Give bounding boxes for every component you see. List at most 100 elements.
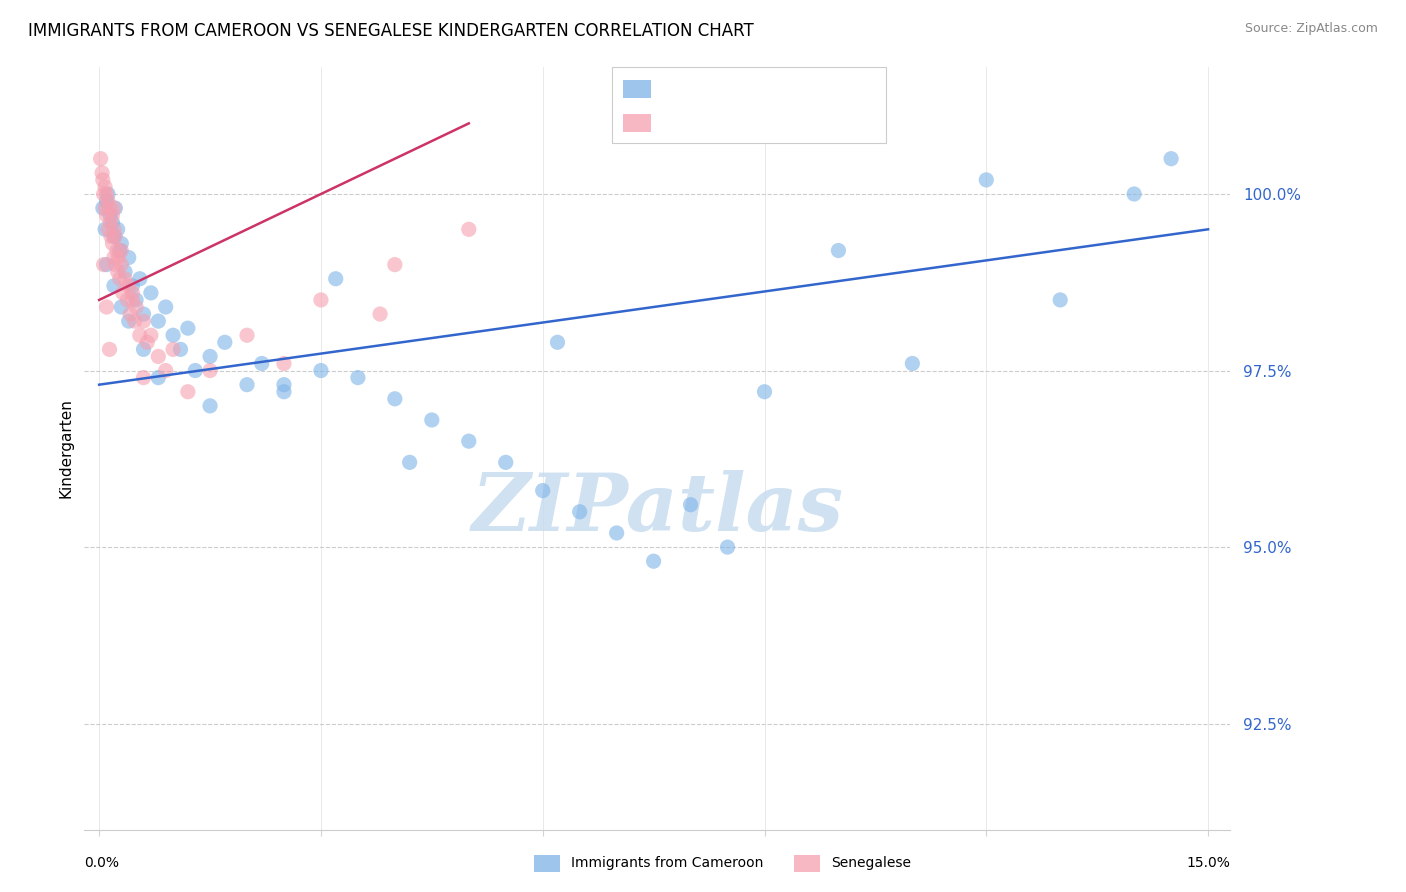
Point	[974, 173, 997, 187]
Point	[716, 540, 738, 554]
Point	[103, 278, 125, 293]
Point	[128, 328, 150, 343]
Point	[118, 251, 141, 265]
Point	[96, 187, 118, 202]
Point	[101, 236, 124, 251]
Point	[110, 236, 132, 251]
Point	[115, 293, 138, 307]
Point	[901, 357, 924, 371]
Point	[104, 201, 127, 215]
Text: N =: N =	[770, 114, 823, 132]
Point	[94, 180, 117, 194]
Point	[325, 272, 347, 286]
Point	[148, 314, 170, 328]
Text: Senegalese: Senegalese	[831, 856, 911, 871]
Point	[91, 166, 114, 180]
Point	[184, 363, 207, 377]
Text: 0.210: 0.210	[704, 80, 752, 98]
Point	[103, 222, 125, 236]
Point	[128, 272, 150, 286]
Point	[90, 152, 112, 166]
Point	[139, 285, 162, 300]
Point	[108, 244, 131, 258]
Point	[368, 307, 391, 321]
Point	[531, 483, 554, 498]
Point	[125, 300, 148, 314]
Point	[236, 328, 259, 343]
Y-axis label: Kindergarten: Kindergarten	[58, 399, 73, 498]
Point	[124, 314, 146, 328]
Point	[162, 343, 184, 357]
Point	[132, 314, 155, 328]
Point	[118, 314, 141, 328]
Point	[457, 434, 479, 449]
Point	[103, 229, 125, 244]
Point	[250, 357, 273, 371]
Point	[177, 321, 200, 335]
Point	[121, 278, 143, 293]
Point	[98, 215, 121, 229]
Point	[107, 222, 129, 236]
Point	[110, 300, 132, 314]
Point	[97, 194, 120, 208]
Point	[121, 293, 143, 307]
Point	[162, 328, 184, 343]
Point	[148, 350, 170, 364]
Point	[198, 363, 221, 377]
Text: N =: N =	[770, 80, 823, 98]
Text: Source: ZipAtlas.com: Source: ZipAtlas.com	[1244, 22, 1378, 36]
Point	[606, 526, 628, 541]
Point	[98, 343, 121, 357]
Point	[198, 350, 221, 364]
Point	[547, 335, 569, 350]
Point	[91, 173, 114, 187]
Point	[110, 244, 132, 258]
Point	[132, 307, 155, 321]
Point	[111, 285, 134, 300]
Point	[384, 258, 406, 272]
Point	[155, 363, 177, 377]
Point	[273, 384, 295, 399]
Point	[98, 208, 121, 222]
Point	[273, 377, 295, 392]
Point	[107, 251, 129, 265]
Text: 54: 54	[817, 114, 838, 132]
Point	[103, 251, 125, 265]
Text: 0.0%: 0.0%	[84, 856, 120, 870]
Text: 0.455: 0.455	[704, 114, 752, 132]
Point	[827, 244, 849, 258]
Point	[309, 363, 332, 377]
Point	[96, 300, 118, 314]
Text: IMMIGRANTS FROM CAMEROON VS SENEGALESE KINDERGARTEN CORRELATION CHART: IMMIGRANTS FROM CAMEROON VS SENEGALESE K…	[28, 22, 754, 40]
Point	[125, 293, 148, 307]
Point	[679, 498, 702, 512]
Point	[118, 278, 141, 293]
Text: R =: R =	[665, 114, 702, 132]
Point	[347, 370, 370, 384]
Point	[457, 222, 479, 236]
Point	[103, 201, 125, 215]
Point	[96, 208, 118, 222]
Point	[110, 258, 132, 272]
Point	[754, 384, 776, 399]
Text: R =: R =	[665, 80, 702, 98]
Text: 59: 59	[817, 80, 838, 98]
Point	[114, 265, 136, 279]
Point	[420, 413, 443, 427]
Point	[94, 201, 117, 215]
Point	[97, 187, 120, 202]
Point	[1123, 187, 1146, 202]
Point	[643, 554, 665, 568]
Point	[132, 343, 155, 357]
Point	[100, 229, 122, 244]
Point	[148, 370, 170, 384]
Point	[93, 258, 115, 272]
Point	[98, 201, 121, 215]
Point	[120, 307, 142, 321]
Point	[568, 505, 591, 519]
Point	[97, 222, 120, 236]
Point	[104, 258, 127, 272]
Text: ZIPatlas: ZIPatlas	[471, 470, 844, 548]
Point	[136, 335, 159, 350]
Point	[121, 285, 143, 300]
